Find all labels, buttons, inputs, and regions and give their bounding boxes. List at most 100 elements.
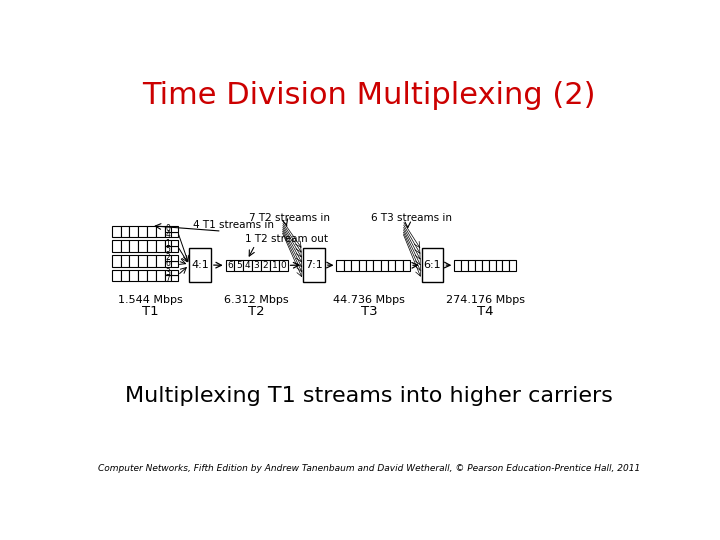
Bar: [130, 226, 138, 237]
Bar: [261, 260, 270, 271]
Bar: [171, 255, 178, 261]
Bar: [165, 255, 171, 261]
Text: 4: 4: [245, 261, 251, 270]
Text: 6: 6: [166, 259, 171, 268]
Bar: [336, 260, 344, 271]
Text: 2: 2: [263, 261, 269, 270]
Text: 4:1: 4:1: [192, 260, 209, 270]
Text: T1: T1: [142, 305, 159, 318]
Text: 5: 5: [166, 245, 171, 253]
Bar: [138, 226, 147, 237]
Text: 6: 6: [228, 261, 233, 270]
Bar: [165, 240, 171, 246]
Bar: [489, 260, 495, 271]
Bar: [351, 260, 359, 271]
Bar: [147, 255, 156, 267]
Bar: [388, 260, 395, 271]
Bar: [130, 269, 138, 281]
Text: 2: 2: [166, 253, 171, 262]
Text: 1: 1: [271, 261, 277, 270]
Text: 7 T2 streams in: 7 T2 streams in: [249, 213, 330, 222]
Text: T2: T2: [248, 305, 265, 318]
Bar: [252, 260, 261, 271]
Bar: [120, 269, 130, 281]
Bar: [156, 255, 165, 267]
Text: 0: 0: [280, 261, 286, 270]
Bar: [156, 240, 165, 252]
Bar: [171, 275, 178, 281]
Bar: [359, 260, 366, 271]
Text: 44.736 Mbps: 44.736 Mbps: [333, 295, 405, 305]
Bar: [171, 269, 178, 275]
Bar: [189, 248, 211, 282]
Bar: [171, 261, 178, 267]
Text: 1.544 Mbps: 1.544 Mbps: [118, 295, 183, 305]
Bar: [395, 260, 402, 271]
Bar: [120, 240, 130, 252]
Bar: [509, 260, 516, 271]
Bar: [165, 261, 171, 267]
Text: 3: 3: [166, 268, 171, 277]
Bar: [381, 260, 388, 271]
Bar: [171, 226, 178, 232]
Bar: [503, 260, 509, 271]
Bar: [147, 269, 156, 281]
Bar: [165, 232, 171, 237]
Text: 5: 5: [236, 261, 242, 270]
Bar: [165, 246, 171, 252]
Bar: [165, 269, 171, 275]
Text: 6 T3 streams in: 6 T3 streams in: [371, 213, 452, 222]
Bar: [130, 255, 138, 267]
Bar: [138, 269, 147, 281]
Text: 6:1: 6:1: [424, 260, 441, 270]
Bar: [112, 240, 120, 252]
Bar: [344, 260, 351, 271]
Bar: [165, 226, 171, 232]
Bar: [147, 240, 156, 252]
Text: Time Division Multiplexing (2): Time Division Multiplexing (2): [143, 81, 595, 110]
Text: 4 T1 streams in: 4 T1 streams in: [193, 220, 274, 231]
Bar: [366, 260, 373, 271]
Text: 4: 4: [166, 230, 171, 239]
Text: 0: 0: [166, 224, 171, 233]
Bar: [112, 269, 120, 281]
Bar: [373, 260, 381, 271]
Bar: [165, 275, 171, 281]
Text: Multiplexing T1 streams into higher carriers: Multiplexing T1 streams into higher carr…: [125, 386, 613, 406]
Text: 274.176 Mbps: 274.176 Mbps: [446, 295, 525, 305]
Text: 1 T2 stream out: 1 T2 stream out: [245, 234, 328, 244]
Bar: [225, 260, 235, 271]
Bar: [303, 248, 325, 282]
Text: T4: T4: [477, 305, 493, 318]
Bar: [112, 226, 120, 237]
Bar: [138, 240, 147, 252]
Bar: [243, 260, 252, 271]
Text: T3: T3: [361, 305, 377, 318]
Bar: [138, 255, 147, 267]
Bar: [422, 248, 444, 282]
Text: 7:1: 7:1: [305, 260, 323, 270]
Bar: [156, 226, 165, 237]
Bar: [495, 260, 503, 271]
Bar: [130, 240, 138, 252]
Bar: [461, 260, 468, 271]
Text: 3: 3: [253, 261, 259, 270]
Bar: [270, 260, 279, 271]
Bar: [454, 260, 461, 271]
Bar: [171, 240, 178, 246]
Bar: [147, 226, 156, 237]
Bar: [402, 260, 410, 271]
Bar: [482, 260, 489, 271]
Bar: [279, 260, 287, 271]
Text: 1: 1: [166, 239, 171, 248]
Text: Computer Networks, Fifth Edition by Andrew Tanenbaum and David Wetherall, © Pear: Computer Networks, Fifth Edition by Andr…: [98, 464, 640, 473]
Bar: [120, 255, 130, 267]
Bar: [156, 269, 165, 281]
Bar: [171, 246, 178, 252]
Bar: [468, 260, 475, 271]
Bar: [120, 226, 130, 237]
Bar: [475, 260, 482, 271]
Bar: [171, 232, 178, 237]
Text: 6.312 Mbps: 6.312 Mbps: [225, 295, 289, 305]
Bar: [112, 255, 120, 267]
